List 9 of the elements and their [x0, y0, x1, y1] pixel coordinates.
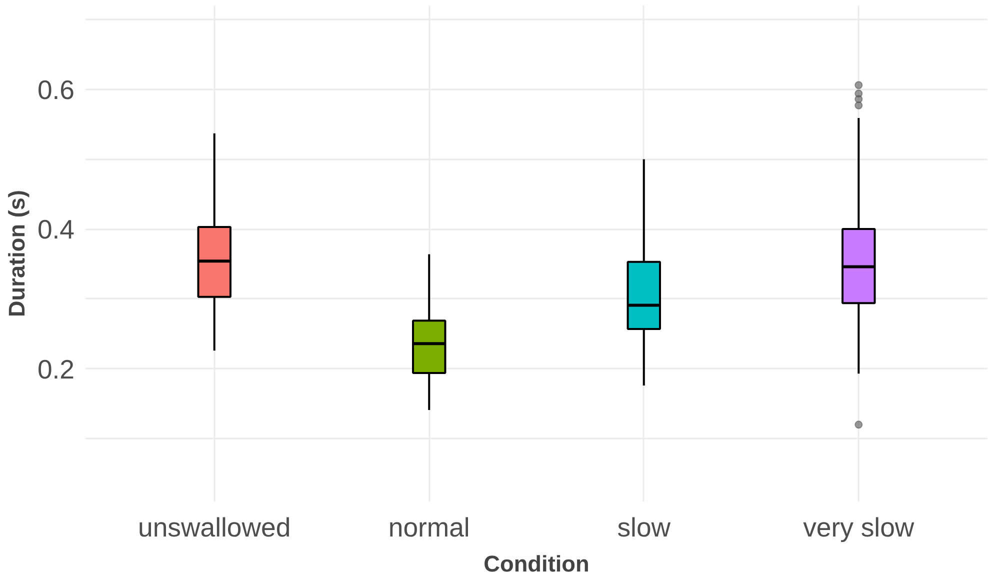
y-tick-label: 0.6	[37, 74, 75, 105]
x-tick-label: normal	[388, 512, 470, 542]
x-tick-label: unswallowed	[138, 512, 291, 542]
y-tick-label: 0.2	[37, 354, 75, 384]
y-axis-title: Duration (s)	[3, 190, 30, 318]
x-tick-label: very slow	[803, 512, 915, 542]
y-tick-label: 0.4	[37, 214, 75, 245]
x-tick-label: slow	[617, 512, 672, 542]
x-axis-title: Condition	[484, 550, 590, 576]
